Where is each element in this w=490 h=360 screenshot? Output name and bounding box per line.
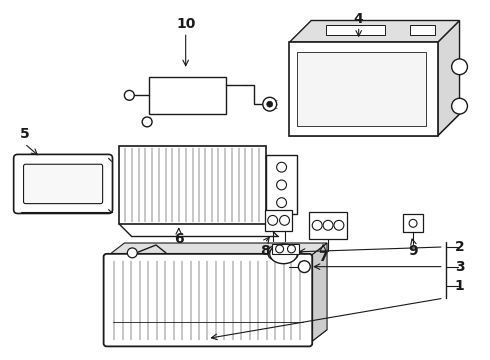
Polygon shape: [410, 26, 435, 35]
Bar: [120, 145, 266, 224]
Bar: [149, 77, 226, 114]
Circle shape: [267, 101, 272, 107]
Bar: [309, 212, 347, 239]
Text: 4: 4: [354, 12, 364, 26]
Circle shape: [409, 219, 417, 227]
FancyBboxPatch shape: [103, 254, 312, 346]
Polygon shape: [107, 330, 327, 343]
Circle shape: [268, 246, 282, 260]
Text: 3: 3: [455, 260, 465, 274]
Bar: [265, 210, 293, 231]
Bar: [403, 215, 423, 232]
Bar: [271, 244, 299, 254]
FancyBboxPatch shape: [24, 164, 102, 204]
Circle shape: [288, 245, 295, 253]
Bar: [266, 156, 297, 215]
Polygon shape: [290, 114, 460, 136]
Ellipse shape: [270, 244, 297, 264]
Polygon shape: [309, 243, 327, 343]
Bar: [290, 42, 438, 136]
Circle shape: [452, 98, 467, 114]
Polygon shape: [107, 243, 327, 257]
Circle shape: [298, 261, 310, 273]
Circle shape: [263, 97, 277, 111]
Polygon shape: [438, 21, 460, 136]
Circle shape: [312, 220, 322, 230]
Polygon shape: [326, 26, 386, 35]
Bar: [297, 52, 426, 126]
Circle shape: [277, 162, 287, 172]
Circle shape: [268, 215, 278, 225]
Circle shape: [323, 220, 333, 230]
Circle shape: [124, 90, 134, 100]
FancyBboxPatch shape: [14, 154, 113, 213]
Text: 9: 9: [408, 244, 418, 258]
Circle shape: [142, 117, 152, 127]
Circle shape: [285, 246, 298, 260]
Circle shape: [452, 59, 467, 75]
Circle shape: [127, 248, 137, 258]
Text: 2: 2: [455, 240, 465, 254]
Text: 7: 7: [318, 250, 328, 264]
Circle shape: [277, 198, 287, 208]
Text: 10: 10: [176, 17, 196, 31]
Circle shape: [276, 245, 284, 253]
Text: 6: 6: [174, 232, 184, 246]
Text: 1: 1: [455, 279, 465, 293]
Polygon shape: [290, 21, 460, 42]
Circle shape: [334, 220, 344, 230]
Circle shape: [280, 215, 290, 225]
Circle shape: [277, 180, 287, 190]
Text: 8: 8: [260, 244, 270, 258]
Text: 5: 5: [20, 127, 29, 141]
